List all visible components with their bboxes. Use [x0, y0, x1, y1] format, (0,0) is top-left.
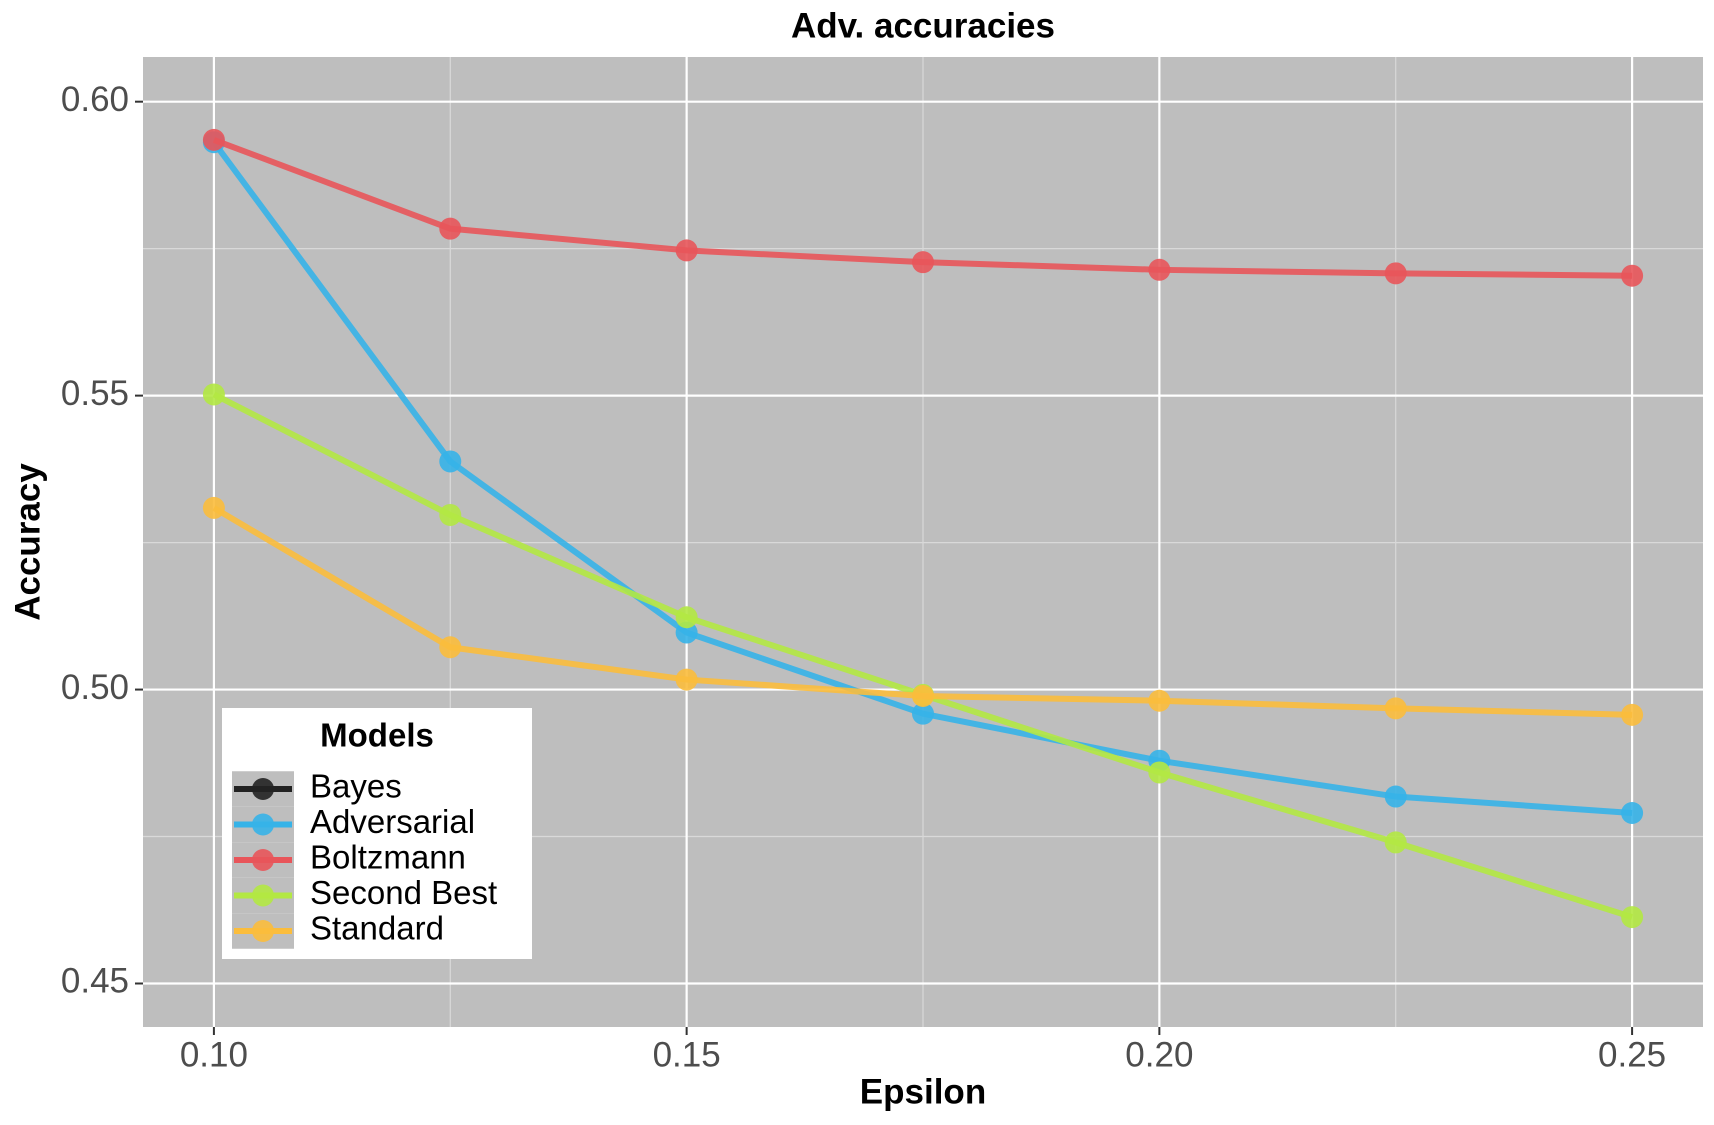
data-point: [439, 636, 462, 659]
x-axis-label: Epsilon: [860, 1072, 986, 1111]
data-point: [202, 128, 225, 151]
data-point: [912, 702, 934, 725]
y-tick-label: 0.55: [61, 374, 129, 413]
legend-key-point: [252, 884, 274, 907]
data-point: [1384, 697, 1407, 720]
data-point: [675, 621, 698, 644]
x-tick-label: 0.20: [1125, 1035, 1193, 1074]
data-point: [912, 251, 934, 274]
chart-title: Adv. accuracies: [791, 6, 1055, 45]
x-tick-label: 0.15: [653, 1035, 721, 1074]
data-point: [1384, 262, 1407, 285]
y-tick-label: 0.60: [61, 80, 129, 119]
legend-label: Second Best: [310, 874, 497, 911]
legend-label: Adversarial: [310, 803, 475, 840]
legend-key-point: [252, 849, 274, 871]
data-point: [1621, 802, 1644, 825]
data-point: [202, 496, 225, 519]
legend-key-point: [252, 813, 274, 836]
data-point: [1621, 906, 1644, 929]
legend-label: Standard: [310, 910, 444, 947]
x-tick-label: 0.10: [180, 1035, 248, 1074]
legend-label: Bayes: [310, 768, 402, 805]
data-point: [1148, 258, 1171, 281]
legend-key-point: [252, 778, 274, 800]
data-point: [439, 217, 462, 240]
data-point: [912, 685, 934, 708]
data-point: [675, 606, 698, 629]
data-point: [675, 668, 698, 691]
data-point: [1148, 689, 1171, 712]
legend-key-point: [252, 920, 274, 942]
data-point: [675, 239, 698, 262]
data-point: [1384, 785, 1407, 808]
data-point: [202, 383, 225, 406]
y-tick-label: 0.45: [61, 962, 129, 1001]
data-point: [1148, 761, 1171, 784]
x-tick-label: 0.25: [1598, 1035, 1666, 1074]
data-point: [439, 503, 462, 526]
data-point: [1384, 831, 1407, 854]
legend-title: Models: [320, 717, 434, 754]
data-point: [439, 450, 462, 473]
data-point: [1621, 703, 1644, 726]
legend-label: Boltzmann: [310, 839, 466, 876]
y-tick-label: 0.50: [61, 668, 129, 707]
data-point: [1621, 264, 1644, 287]
y-axis-label: Accuracy: [8, 463, 47, 621]
